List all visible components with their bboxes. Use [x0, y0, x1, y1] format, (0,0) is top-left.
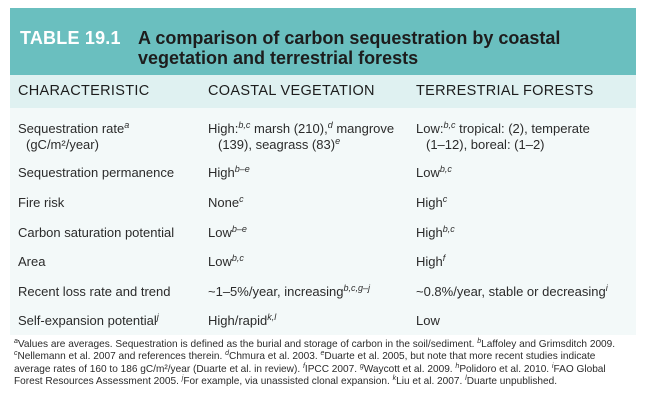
cell-text: mangrove: [332, 121, 395, 136]
cell-text: ~0.8%/year, stable or decreasing: [416, 284, 606, 299]
footnote-marker: g: [359, 362, 364, 370]
cell-text: Duarte et al. 2005, but note that more r…: [14, 351, 596, 375]
footnote-marker: k: [392, 375, 397, 383]
row-6-terrestrial: Low: [416, 313, 636, 329]
footnote-marker: b,c,g–j: [343, 283, 371, 293]
row-5-terrestrial: ~0.8%/year, stable or decreasingi: [416, 284, 636, 300]
footnote-marker: c: [14, 350, 18, 358]
cell-text: (139), seagrass (83): [218, 137, 336, 152]
cell-text: High: [416, 225, 443, 240]
footnote-marker: i: [551, 362, 554, 370]
footnote-marker: j: [181, 375, 184, 383]
cell-text: Laffoley and Grimsditch 2009.: [481, 339, 616, 350]
cell-text: Low: [416, 313, 440, 328]
row-1-coastal: Highb–e: [208, 165, 413, 181]
cell-text: FAO Global Forest Resources Assessment 2…: [14, 363, 606, 388]
footnote-marker: f: [442, 253, 446, 263]
row-0-terrestrial: Low:b,c tropical: (2), temperate (1–12), …: [416, 121, 636, 153]
footnote-marker: i: [605, 283, 608, 293]
footnote-marker: c: [239, 194, 244, 204]
row-2-terrestrial: Highc: [416, 195, 636, 211]
table-number: TABLE 19.1: [20, 28, 121, 48]
footnote-marker: a: [14, 338, 18, 345]
footnote-marker: d: [225, 350, 230, 358]
row-3-coastal: Lowb–e: [208, 225, 413, 241]
cell-text: Low: [208, 254, 232, 269]
row-4-coastal: Lowb,c: [208, 254, 413, 270]
footnote-marker: b,c: [443, 120, 456, 130]
row-0-coastal: High:b,c marsh (210),d mangrove (139), se…: [208, 121, 413, 153]
footnote-marker: b,c: [231, 253, 244, 263]
cell-text: Low: [208, 225, 232, 240]
cell-text: Nellemann et al. 2007 and references the…: [17, 351, 226, 363]
row-2-characteristic: Fire risk: [18, 195, 65, 210]
table-footnote: aValues are averages. Sequestration is d…: [14, 338, 634, 389]
row-6-characteristic: Self-expansion potentialj: [18, 312, 159, 329]
cell-text: Polidoro et al. 2010.: [459, 363, 552, 375]
cell-text: For example, via unassisted clonal expan…: [183, 376, 393, 388]
footnote-marker: f: [302, 362, 305, 370]
footnote-marker: l: [465, 375, 467, 383]
row-2-coastal: Nonec: [208, 195, 413, 211]
cell-text: ~1–5%/year, increasing: [208, 284, 344, 299]
row-3-characteristic: Carbon saturation potential: [18, 225, 175, 240]
cell-text: Low:: [416, 121, 444, 136]
cell-text: (1–12), boreal: (1–2): [426, 137, 545, 152]
row-1-characteristic: Sequestration permanence: [18, 165, 175, 180]
cell-text: High/rapid: [208, 313, 268, 328]
header-characteristic: CHARACTERISTIC: [18, 83, 150, 99]
footnote-marker: b: [477, 338, 482, 345]
table-header-row: CHARACTERISTIC COASTAL VEGETATION TERRES…: [10, 75, 636, 108]
cell-text: High: [208, 165, 235, 180]
cell-text: IPCC 2007.: [304, 363, 360, 375]
footnote-marker: b,c: [238, 120, 251, 130]
cell-text: Chmura et al. 2003.: [229, 351, 321, 363]
cell-text: Low: [416, 165, 440, 180]
row-4-characteristic: Area: [18, 254, 46, 269]
footnote-marker: a: [124, 120, 130, 130]
row-1-terrestrial: Lowb,c: [416, 165, 636, 181]
cell-text: Values are averages. Sequestration is de…: [17, 339, 478, 350]
row-4-terrestrial: Highf: [416, 254, 636, 270]
footnote-marker: b–e: [231, 224, 247, 234]
row-0-characteristic: Sequestration ratea (gC/m²/year): [18, 120, 130, 153]
table-title-bar: TABLE 19.1 A comparison of carbon seques…: [10, 8, 636, 75]
table-title: A comparison of carbon sequestration by …: [138, 28, 561, 68]
cell-text: High: [416, 195, 443, 210]
cell-text: tropical: (2), temperate: [455, 121, 590, 136]
row-5-characteristic: Recent loss rate and trend: [18, 284, 171, 299]
cell-text: None: [208, 195, 240, 210]
row-3-terrestrial: Highb,c: [416, 225, 636, 241]
footnote-marker: c: [442, 194, 448, 204]
footnote-marker: e: [320, 350, 325, 358]
footnote-marker: b–e: [234, 164, 250, 174]
footnote-marker: k,l: [267, 312, 277, 322]
cell-text: Liu et al. 2007.: [396, 376, 466, 388]
table-body: Sequestration ratea (gC/m²/year) High:b,…: [10, 108, 636, 335]
cell-text: High: [416, 254, 443, 269]
footnote-marker: j: [156, 312, 159, 322]
cell-text: Waycott et al. 2009.: [363, 363, 456, 375]
cell-text: Duarte unpublished.: [466, 376, 558, 388]
cell-text: marsh (210),: [250, 121, 328, 136]
footnote-marker: d: [327, 120, 333, 130]
footnote-marker: b,c: [439, 164, 452, 174]
footnote-marker: b,c: [442, 224, 455, 234]
cell-text: High:: [208, 121, 239, 136]
row-6-coastal: High/rapidk,l: [208, 313, 413, 329]
table-container: TABLE 19.1 A comparison of carbon seques…: [10, 8, 636, 406]
row-5-coastal: ~1–5%/year, increasingb,c,g–j: [208, 284, 413, 300]
header-coastal-vegetation: COASTAL VEGETATION: [208, 83, 375, 99]
footnote-marker: h: [455, 362, 460, 370]
footnote-marker: e: [335, 136, 341, 146]
header-terrestrial-forests: TERRESTRIAL FORESTS: [416, 83, 594, 99]
